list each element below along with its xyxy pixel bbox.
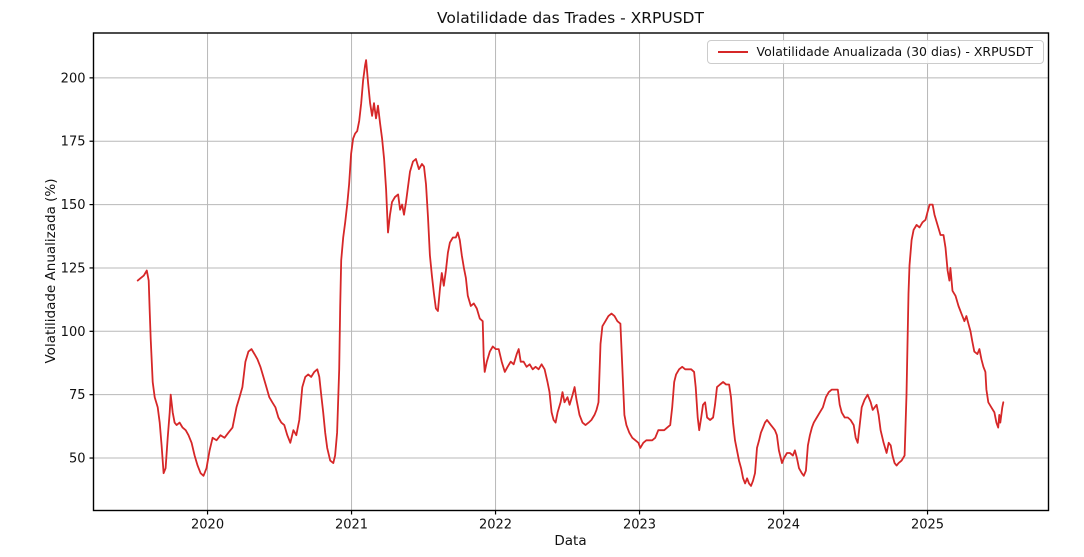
series-line xyxy=(136,59,1005,487)
y-tick-label: 100 xyxy=(61,325,86,340)
chart-title: Volatilidade das Trades - XRPUSDT xyxy=(437,9,704,27)
x-tick-label: 2025 xyxy=(911,518,944,533)
y-tick-label: 75 xyxy=(69,388,86,403)
y-tick-label: 200 xyxy=(61,71,86,86)
legend-line-sample xyxy=(717,51,748,53)
x-axis-label: Data xyxy=(554,533,587,549)
x-tick-label: 2024 xyxy=(767,518,800,533)
x-tick-label: 2021 xyxy=(335,518,368,533)
legend: Volatilidade Anualizada (30 dias) - XRPU… xyxy=(706,40,1044,64)
x-tick-label: 2020 xyxy=(191,518,224,533)
y-tick-label: 50 xyxy=(69,452,86,467)
x-tick-label: 2022 xyxy=(479,518,512,533)
legend-label: Volatilidade Anualizada (30 dias) - XRPU… xyxy=(756,44,1033,59)
y-tick-label: 175 xyxy=(61,135,86,150)
y-axis-label: Volatilidade Anualizada (%) xyxy=(43,178,59,364)
x-tick-label: 2023 xyxy=(623,518,656,533)
y-tick-label: 150 xyxy=(61,198,86,213)
plot-border xyxy=(92,32,1050,512)
y-tick-label: 125 xyxy=(61,261,86,276)
